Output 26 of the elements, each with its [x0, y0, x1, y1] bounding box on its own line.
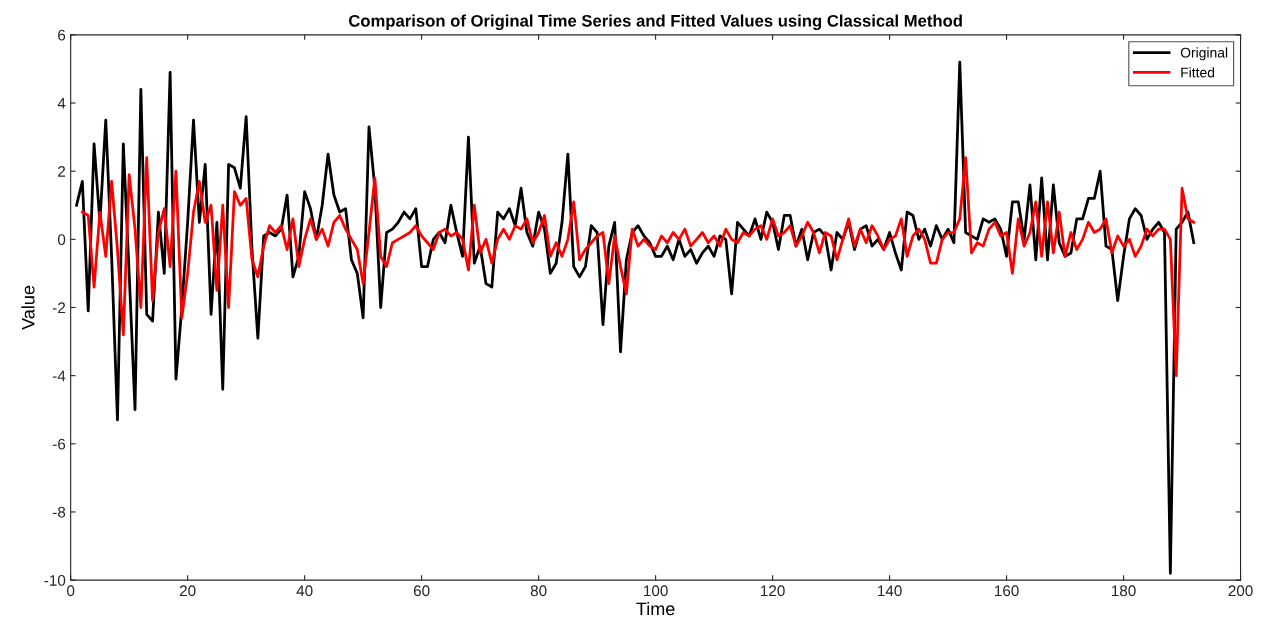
y-tick-label: -4 [52, 370, 66, 382]
x-tick-label: 160 [994, 585, 1019, 597]
x-tick-label: 40 [296, 585, 313, 597]
x-tick-label: 80 [530, 585, 547, 597]
y-tick-label: 4 [57, 98, 66, 109]
y-tick-label: -10 [44, 574, 66, 586]
line-series [80, 156, 1196, 378]
chart-title: Comparison of Original Time Series and Fitted Values using Classical Method [348, 14, 962, 31]
x-tick-label: 60 [413, 585, 430, 597]
y-tick-label: -6 [52, 438, 66, 450]
x-tick-label: 180 [1111, 585, 1136, 597]
y-tick-label: -2 [52, 302, 66, 314]
x-tick-label: 120 [761, 585, 785, 597]
x-tick-label: 20 [179, 585, 196, 597]
y-tick-label: 0 [57, 234, 66, 246]
legend-label: Original [1180, 47, 1228, 61]
y-tick-label: -8 [52, 506, 66, 518]
x-tick-label: 0 [67, 585, 75, 597]
x-axis-title: Time [636, 601, 675, 616]
y-axis-title: Value [21, 285, 35, 330]
x-tick-label: 200 [1228, 585, 1253, 597]
y-tick-label: 2 [58, 166, 66, 177]
legend-label: Fitted [1181, 67, 1215, 78]
x-tick-label: 140 [878, 585, 902, 597]
x-tick-label: 100 [644, 585, 668, 597]
y-tick-label: 6 [58, 29, 66, 41]
